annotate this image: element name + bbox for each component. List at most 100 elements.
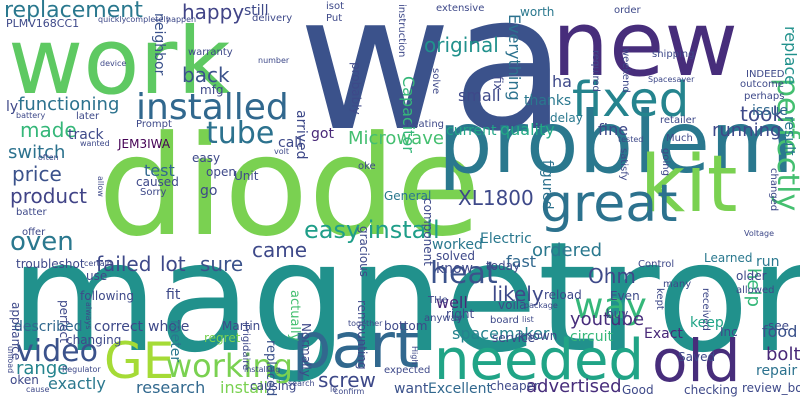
word: ha: [552, 72, 572, 91]
word: Frigidaire: [240, 324, 251, 371]
word: bolt: [766, 344, 800, 365]
word: repair: [756, 363, 798, 379]
word: Electric: [480, 231, 532, 247]
word: instruction: [396, 4, 407, 58]
word: delivery: [252, 13, 293, 24]
word: failed: [96, 252, 152, 276]
word: JEM3IWA: [118, 137, 171, 151]
word: happy: [182, 0, 245, 24]
word: today: [486, 259, 521, 273]
word: old: [652, 327, 741, 395]
word: list: [522, 315, 534, 324]
word: new: [552, 0, 739, 97]
word: Unit: [234, 169, 259, 183]
word: confirm: [334, 387, 365, 396]
word: older: [736, 269, 767, 283]
word: isot: [326, 1, 345, 12]
word: mfg: [200, 83, 224, 97]
word: range: [16, 358, 69, 379]
word: satisfy: [618, 148, 629, 181]
word: troubleshot: [16, 257, 85, 271]
word: working: [166, 347, 293, 385]
word: Sorry: [140, 187, 167, 198]
word: changing: [66, 333, 122, 347]
word: run: [756, 254, 780, 270]
word: easy install: [304, 216, 440, 244]
word: number: [258, 56, 290, 65]
word: together: [348, 319, 383, 328]
word: test: [144, 161, 175, 180]
word: caused: [136, 175, 179, 189]
word: PLMV168CC1: [6, 17, 80, 30]
word: installed: [136, 87, 289, 128]
word: magnetron: [10, 209, 800, 386]
word: original: [424, 33, 499, 57]
word: sure: [200, 252, 244, 276]
word: keep: [690, 315, 724, 331]
word: General: [384, 189, 432, 203]
word: Regulator: [62, 365, 101, 374]
word: probably: [349, 62, 363, 115]
word: expected: [384, 365, 431, 376]
word: warranty: [188, 47, 233, 58]
word: likely: [492, 282, 544, 306]
word: problem: [438, 93, 794, 193]
word: Voltage: [744, 229, 775, 238]
word: came: [252, 238, 308, 262]
word: oven: [10, 227, 74, 257]
word: many: [663, 279, 692, 290]
word: replacement: [4, 0, 143, 23]
word: heat: [430, 256, 498, 291]
word: checking: [684, 383, 738, 397]
word: buy: [606, 307, 629, 321]
word: took: [740, 102, 784, 126]
word: board: [490, 315, 519, 326]
word: delay: [550, 111, 583, 125]
word: described: [14, 319, 83, 335]
word: GE: [104, 332, 175, 390]
word: shipping: [652, 49, 695, 60]
word: Excellent: [428, 381, 492, 397]
word: package: [524, 301, 558, 310]
word: product: [10, 184, 87, 208]
word: wanted: [80, 139, 110, 148]
word: Spacesaver: [648, 75, 695, 84]
word: cause: [26, 385, 50, 394]
word: outcome: [740, 79, 784, 90]
word: worked: [432, 237, 483, 253]
word: battery: [16, 111, 46, 120]
word: video: [16, 334, 98, 369]
word: Ohm: [588, 264, 636, 288]
word: correct: [94, 319, 144, 335]
word: following: [80, 289, 134, 303]
word: received: [700, 288, 711, 331]
word: tube: [206, 116, 275, 151]
word: switch: [8, 142, 66, 163]
word: solved: [436, 249, 476, 263]
word: fit: [166, 287, 181, 303]
word: retailer: [660, 115, 696, 126]
word: ordered: [532, 240, 603, 261]
word: fix: [491, 76, 505, 91]
word: Good: [622, 383, 654, 397]
word: advertised: [526, 376, 622, 397]
word: got: [311, 126, 334, 142]
word: running: [712, 120, 782, 141]
word: oke: [358, 161, 376, 172]
word: Martin: [222, 319, 261, 333]
word: later: [76, 111, 100, 122]
word: Much: [666, 133, 693, 144]
word: fixed: [572, 72, 690, 128]
word: whole: [148, 319, 190, 335]
word: required: [590, 50, 601, 92]
word: figured: [539, 160, 555, 210]
word: right: [446, 307, 475, 321]
word: offer: [22, 227, 46, 238]
word: reload: [544, 288, 582, 302]
word: search: [288, 379, 315, 388]
word: wa: [298, 0, 567, 173]
word: Put: [326, 13, 343, 24]
word: food: [762, 322, 798, 341]
word: part: [292, 309, 420, 382]
